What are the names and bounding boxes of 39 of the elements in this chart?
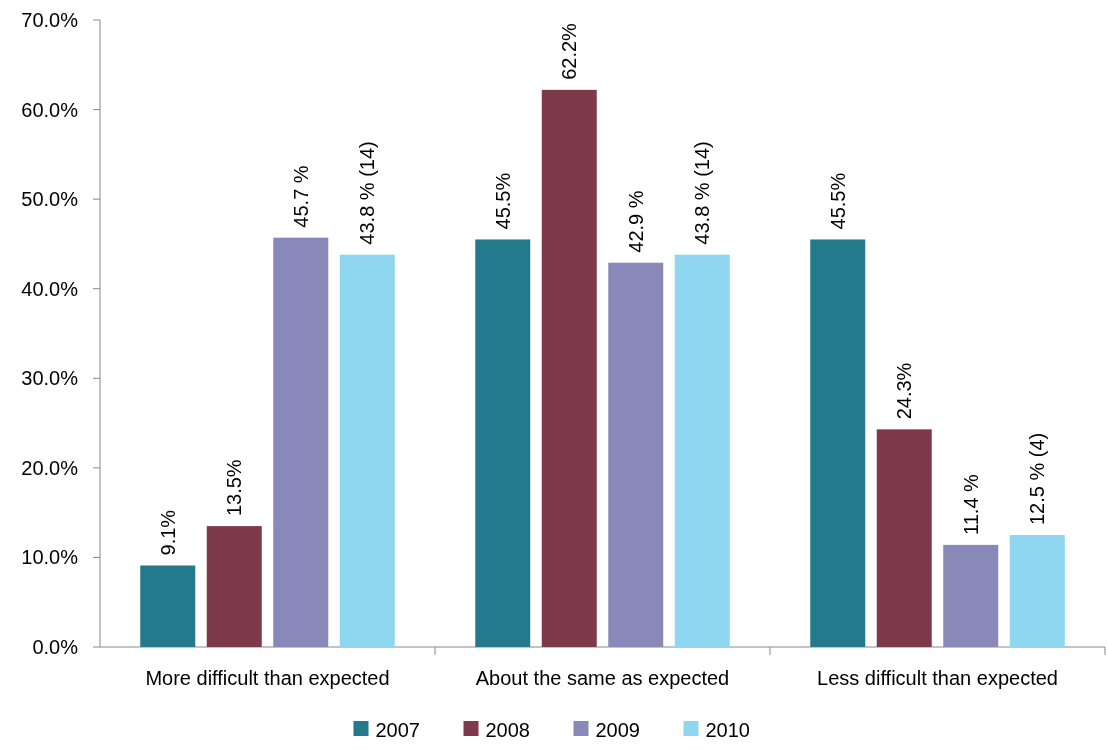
bar — [273, 237, 329, 647]
y-tick-label: 60.0% — [21, 98, 79, 121]
bar — [339, 254, 395, 647]
x-tick-label: About the same as expected — [475, 667, 730, 689]
data-label: 45.5% — [491, 172, 514, 230]
legend-label: 2007 — [375, 719, 420, 741]
legend-label: 2010 — [705, 719, 750, 741]
bar — [1009, 535, 1065, 647]
bar — [608, 262, 664, 647]
x-tick-label: Less difficult than expected — [817, 667, 1058, 689]
x-tick-label: More difficult than expected — [145, 667, 390, 689]
data-label: 13.5% — [223, 459, 246, 517]
legend-label: 2008 — [485, 719, 530, 741]
data-label: 12.5 % (4) — [1026, 432, 1049, 526]
data-label: 43.8 % (14) — [691, 141, 714, 245]
y-tick-label: 10.0% — [21, 546, 79, 569]
y-tick-label: 40.0% — [21, 277, 79, 300]
data-label: 24.3% — [893, 362, 916, 420]
bar — [674, 254, 730, 647]
data-label: 45.7 % — [289, 165, 312, 228]
bar — [206, 526, 262, 647]
data-label: 43.8 % (14) — [356, 141, 379, 245]
y-tick-label: 20.0% — [21, 456, 79, 479]
y-tick-label: 0.0% — [32, 636, 79, 658]
bar — [810, 239, 866, 647]
bar — [876, 429, 932, 647]
data-label: 42.9 % — [624, 190, 647, 253]
bar — [140, 565, 196, 647]
y-tick-label: 30.0% — [21, 367, 79, 390]
bar — [541, 89, 597, 647]
y-tick-label: 70.0% — [21, 9, 79, 31]
data-label: 11.4 % — [959, 473, 982, 535]
data-label: 62.2% — [558, 22, 581, 80]
data-label: 9.1% — [156, 509, 179, 556]
bar — [475, 239, 531, 647]
y-tick-label: 50.0% — [21, 188, 79, 211]
data-label: 45.5% — [826, 172, 849, 230]
legend-label: 2009 — [595, 719, 640, 741]
bar — [943, 544, 999, 647]
